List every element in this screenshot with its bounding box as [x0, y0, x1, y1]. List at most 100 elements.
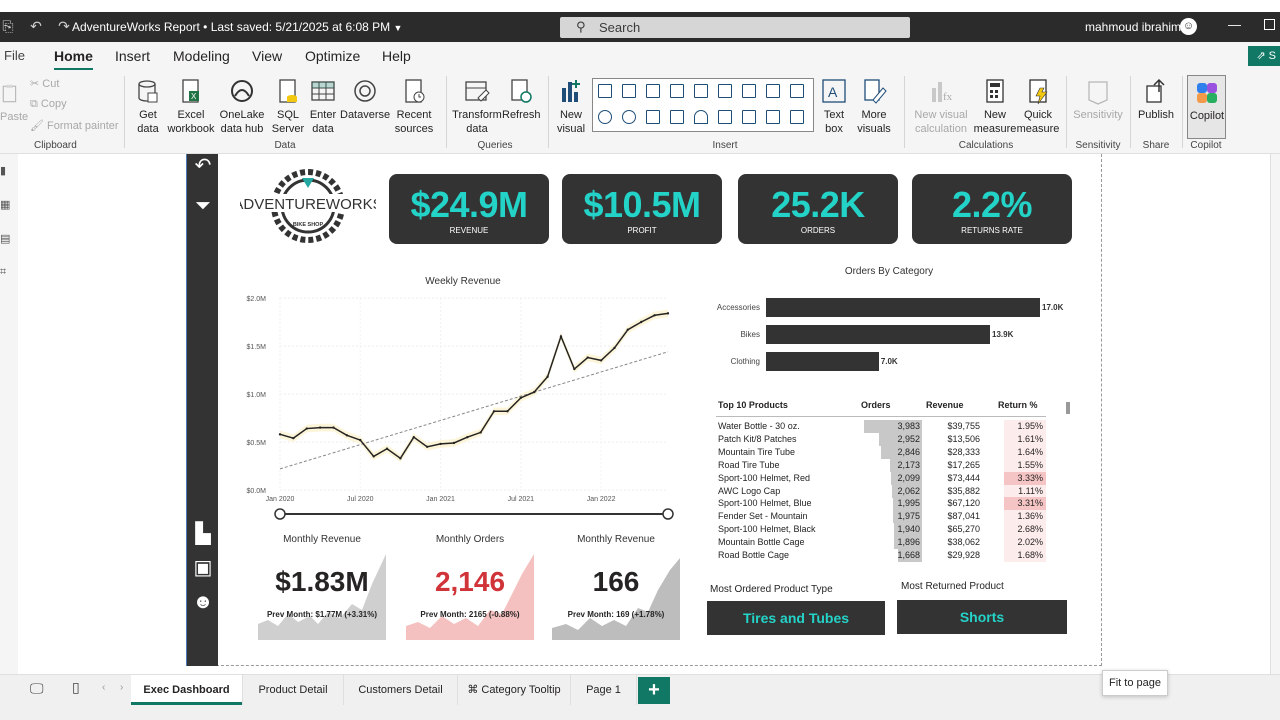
refresh-button[interactable]: Refresh [502, 78, 541, 122]
transform-data-button[interactable]: Transform data [452, 78, 502, 136]
excel-workbook-button[interactable]: X Excel workbook [166, 78, 216, 136]
table-scrollbar[interactable] [1066, 402, 1070, 414]
report-page[interactable]: ↶ ⏷ ▙ ▣ ☻ ADVENTUREWORKS BIKE SHOP $24.9… [186, 154, 1102, 666]
revenue-point[interactable] [292, 436, 295, 440]
revenue-point[interactable] [599, 359, 603, 362]
new-measure-button[interactable]: New measure [972, 78, 1018, 136]
dax-query-icon[interactable]: ⌗ [0, 266, 7, 278]
get-data-button[interactable]: Get data [130, 78, 166, 136]
table-row[interactable]: AWC Logo Cap 2,062 $35,882 1.11% [716, 484, 1046, 498]
revenue-point[interactable] [559, 335, 563, 338]
monthly-revenue-card-2[interactable]: Monthly Revenue 166 Prev Month: 169 (+1.… [552, 534, 680, 640]
copy-button[interactable]: ⧉ Copy [30, 98, 67, 110]
sensitivity-button[interactable]: Sensitivity [1070, 78, 1126, 122]
back-arrow-icon[interactable]: ↶ [194, 155, 212, 177]
table-visual-icon[interactable] [766, 110, 780, 124]
col-header-revenue[interactable]: Revenue [926, 400, 964, 410]
format-painter-button[interactable]: 🖌 Format painter [30, 120, 119, 132]
add-page-button[interactable]: + [638, 677, 670, 704]
table-row[interactable]: Fender Set - Mountain 1,975 $87,041 1.36% [716, 510, 1046, 524]
revenue-point[interactable] [412, 436, 415, 439]
revenue-point[interactable] [345, 434, 349, 437]
revenue-point[interactable] [452, 441, 456, 445]
revenue-point[interactable] [425, 445, 429, 448]
table-row[interactable]: Mountain Tire Tube 2,846 $28,333 1.64% [716, 445, 1046, 459]
page-scroll-right-icon[interactable]: › [120, 682, 124, 693]
clustered-column-icon[interactable] [670, 84, 684, 98]
revenue-point[interactable] [278, 433, 282, 436]
card-icon[interactable] [718, 110, 732, 124]
more-visuals-button[interactable]: More visuals [852, 78, 896, 136]
revenue-point[interactable] [359, 438, 362, 442]
table-row[interactable]: Road Tire Tube 2,173 $17,265 1.55% [716, 458, 1046, 472]
treemap-icon[interactable] [646, 110, 660, 124]
document-title[interactable]: AdventureWorks Report • Last saved: 5/21… [72, 20, 403, 34]
bar-chart-nav-icon[interactable]: ▙ [195, 523, 211, 545]
multi-row-card-icon[interactable] [742, 110, 756, 124]
donut-chart-icon[interactable] [622, 110, 636, 124]
stacked-bar-icon[interactable] [598, 84, 612, 98]
revenue-point[interactable] [372, 455, 375, 458]
share-button[interactable]: ⇗ S [1248, 46, 1280, 66]
revenue-point[interactable] [573, 367, 576, 371]
dataverse-button[interactable]: Dataverse [340, 78, 390, 122]
tab-home[interactable]: Home [54, 48, 93, 71]
revenue-point[interactable] [640, 320, 643, 324]
table-row[interactable]: Road Bottle Cage 1,668 $29,928 1.68% [716, 549, 1046, 562]
revenue-point[interactable] [332, 426, 335, 429]
paste-button[interactable]: Paste [0, 80, 28, 124]
sql-server-button[interactable]: SQL Server [270, 78, 306, 136]
most-ordered-card[interactable]: Tires and Tubes [707, 601, 885, 635]
mobile-layout-icon[interactable]: ▯ [72, 679, 80, 695]
revenue-point[interactable] [318, 426, 322, 429]
cut-button[interactable]: ✂ Cut [30, 78, 60, 90]
revenue-point[interactable] [613, 346, 616, 350]
tab-file[interactable]: File [4, 48, 25, 63]
text-box-button[interactable]: A Text box [818, 78, 850, 136]
revenue-point[interactable] [653, 314, 656, 317]
new-visual-calculation-button[interactable]: fx New visual calculation [910, 78, 972, 136]
new-visual-button[interactable]: New visual [554, 78, 588, 136]
visual-gallery[interactable] [592, 78, 814, 132]
report-view-icon[interactable]: ▮ [0, 165, 7, 177]
page-tab-customers-detail[interactable]: Customers Detail [344, 675, 458, 705]
recent-sources-button[interactable]: Recent sources [390, 78, 438, 136]
redo-icon[interactable]: ↷ [58, 18, 70, 34]
area-chart-icon[interactable] [766, 84, 780, 98]
pie-chart-icon[interactable] [598, 110, 612, 124]
quick-measure-button[interactable]: Quick measure [1016, 78, 1060, 136]
category-bar[interactable] [766, 298, 1040, 317]
model-view-icon[interactable]: ▤ [0, 233, 11, 245]
revenue-point[interactable] [305, 427, 308, 430]
monthly-orders-card[interactable]: Monthly Orders 2,146 Prev Month: 2165 (-… [406, 534, 534, 640]
revenue-point[interactable] [479, 431, 482, 434]
title-dropdown-icon[interactable]: ▼ [393, 23, 403, 33]
table-row[interactable]: Patch Kit/8 Patches 2,952 $13,506 1.61% [716, 432, 1046, 446]
most-returned-card[interactable]: Shorts [897, 600, 1067, 634]
revenue-point[interactable] [439, 442, 442, 446]
page-tab-product-detail[interactable]: Product Detail [243, 675, 344, 705]
copilot-button[interactable]: Copilot [1187, 75, 1226, 139]
bar-100-icon[interactable] [694, 84, 708, 98]
table-row[interactable]: Mountain Bottle Cage 1,896 $38,062 2.02% [716, 536, 1046, 550]
revenue-point[interactable] [586, 356, 589, 359]
clustered-bar-icon[interactable] [646, 84, 660, 98]
revenue-series-line[interactable] [279, 312, 669, 460]
table-row[interactable]: Sport-100 Helmet, Blue 1,995 $67,120 3.31% [716, 497, 1046, 511]
maximize-button[interactable] [1264, 19, 1275, 30]
page-tab-category-tooltip[interactable]: ⌘ Category Tooltip [458, 675, 571, 705]
box-nav-icon[interactable]: ▣ [193, 557, 213, 579]
publish-button[interactable]: Publish [1136, 78, 1176, 122]
category-bar[interactable] [766, 352, 879, 371]
revenue-point[interactable] [519, 396, 523, 400]
gauge-icon[interactable] [694, 110, 708, 124]
users-nav-icon[interactable]: ☻ [192, 591, 214, 613]
filter-icon[interactable]: ⏷ [195, 195, 211, 217]
collapsed-panes[interactable] [1270, 154, 1280, 674]
kpi-revenue-card[interactable]: $24.9M REVENUE [389, 174, 549, 244]
user-avatar-icon[interactable]: ☺ [1180, 18, 1197, 35]
revenue-point[interactable] [626, 328, 630, 331]
kpi-profit-card[interactable]: $10.5M PROFIT [562, 174, 722, 244]
revenue-point[interactable] [506, 410, 509, 413]
tab-insert[interactable]: Insert [115, 48, 151, 64]
